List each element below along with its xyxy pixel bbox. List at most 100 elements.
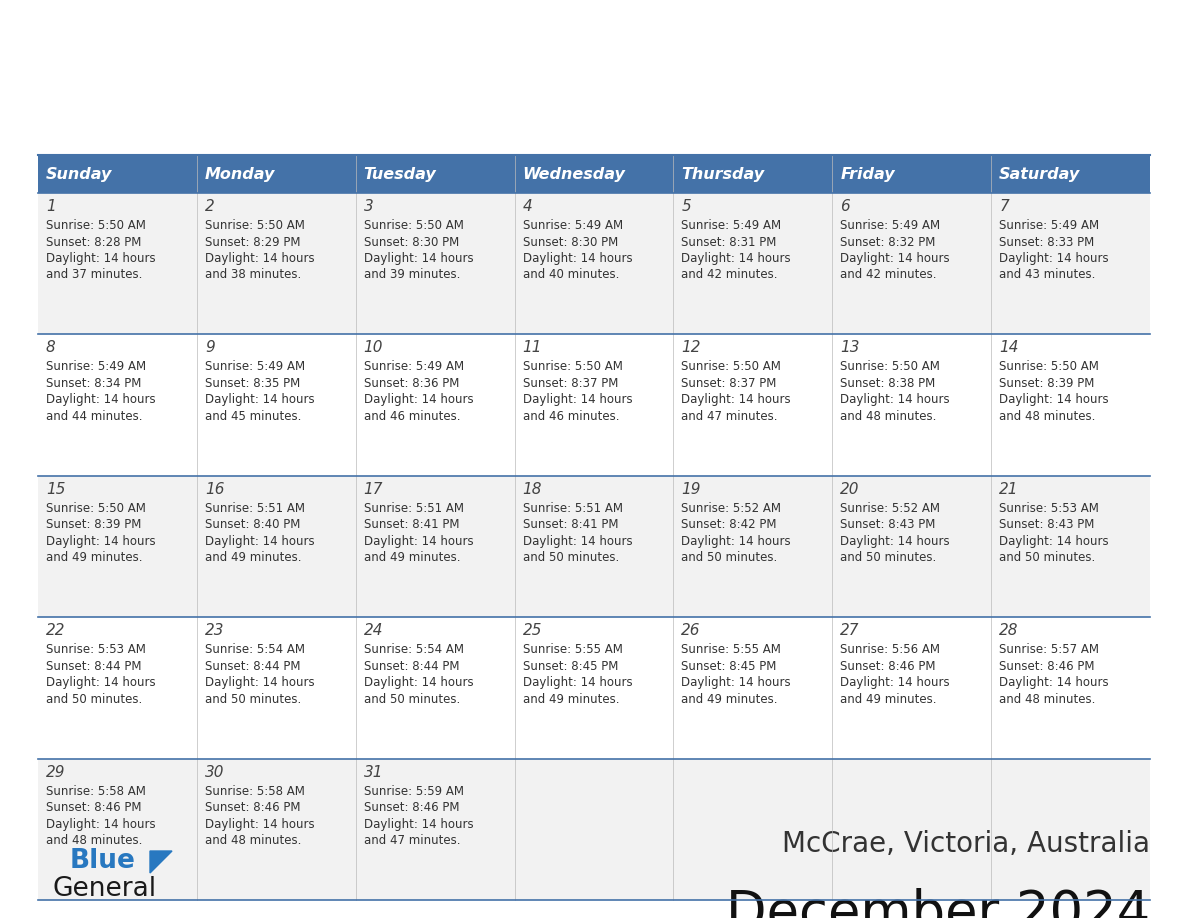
- Text: and 48 minutes.: and 48 minutes.: [999, 693, 1095, 706]
- Text: 6: 6: [840, 199, 851, 214]
- Text: Sunrise: 5:50 AM: Sunrise: 5:50 AM: [46, 502, 146, 515]
- Text: Blue: Blue: [70, 848, 135, 874]
- Text: 29: 29: [46, 765, 65, 779]
- Text: Sunset: 8:41 PM: Sunset: 8:41 PM: [523, 519, 618, 532]
- Text: Daylight: 14 hours: Daylight: 14 hours: [204, 818, 315, 831]
- Text: Sunset: 8:40 PM: Sunset: 8:40 PM: [204, 519, 301, 532]
- Text: Friday: Friday: [840, 166, 895, 182]
- Text: and 50 minutes.: and 50 minutes.: [999, 552, 1095, 565]
- Text: 3: 3: [364, 199, 373, 214]
- Text: Sunrise: 5:55 AM: Sunrise: 5:55 AM: [682, 644, 782, 656]
- Text: and 50 minutes.: and 50 minutes.: [682, 552, 778, 565]
- Text: 21: 21: [999, 482, 1018, 497]
- Bar: [197, 155, 355, 193]
- Text: Daylight: 14 hours: Daylight: 14 hours: [840, 394, 950, 407]
- Bar: [38, 334, 1150, 476]
- Bar: [38, 155, 197, 193]
- Text: Sunset: 8:32 PM: Sunset: 8:32 PM: [840, 236, 936, 249]
- Text: Sunrise: 5:49 AM: Sunrise: 5:49 AM: [999, 219, 1099, 232]
- Bar: [38, 476, 1150, 617]
- Text: Daylight: 14 hours: Daylight: 14 hours: [999, 252, 1108, 265]
- Text: Daylight: 14 hours: Daylight: 14 hours: [523, 535, 632, 548]
- Text: 4: 4: [523, 199, 532, 214]
- Text: McCrae, Victoria, Australia: McCrae, Victoria, Australia: [782, 830, 1150, 858]
- Text: Sunset: 8:42 PM: Sunset: 8:42 PM: [682, 519, 777, 532]
- Text: Sunday: Sunday: [46, 166, 113, 182]
- Text: Daylight: 14 hours: Daylight: 14 hours: [840, 252, 950, 265]
- Text: Wednesday: Wednesday: [523, 166, 625, 182]
- Text: Daylight: 14 hours: Daylight: 14 hours: [364, 252, 473, 265]
- Text: 26: 26: [682, 623, 701, 638]
- Text: and 49 minutes.: and 49 minutes.: [364, 552, 460, 565]
- Text: Daylight: 14 hours: Daylight: 14 hours: [999, 394, 1108, 407]
- Text: Sunrise: 5:51 AM: Sunrise: 5:51 AM: [364, 502, 463, 515]
- Text: Sunset: 8:30 PM: Sunset: 8:30 PM: [523, 236, 618, 249]
- Text: and 48 minutes.: and 48 minutes.: [46, 834, 143, 847]
- Text: Sunrise: 5:54 AM: Sunrise: 5:54 AM: [204, 644, 305, 656]
- Text: Sunrise: 5:54 AM: Sunrise: 5:54 AM: [364, 644, 463, 656]
- Text: Sunset: 8:29 PM: Sunset: 8:29 PM: [204, 236, 301, 249]
- Text: Daylight: 14 hours: Daylight: 14 hours: [204, 252, 315, 265]
- Text: Sunset: 8:30 PM: Sunset: 8:30 PM: [364, 236, 459, 249]
- Text: 27: 27: [840, 623, 860, 638]
- Text: and 48 minutes.: and 48 minutes.: [999, 410, 1095, 423]
- Text: Daylight: 14 hours: Daylight: 14 hours: [682, 677, 791, 689]
- Text: Sunrise: 5:50 AM: Sunrise: 5:50 AM: [999, 361, 1099, 374]
- Text: and 49 minutes.: and 49 minutes.: [682, 693, 778, 706]
- Text: Daylight: 14 hours: Daylight: 14 hours: [204, 535, 315, 548]
- Text: Sunrise: 5:49 AM: Sunrise: 5:49 AM: [523, 219, 623, 232]
- Text: Daylight: 14 hours: Daylight: 14 hours: [204, 677, 315, 689]
- Text: Sunrise: 5:49 AM: Sunrise: 5:49 AM: [46, 361, 146, 374]
- Text: 8: 8: [46, 341, 56, 355]
- Bar: [355, 155, 514, 193]
- Text: and 49 minutes.: and 49 minutes.: [840, 693, 937, 706]
- Text: Sunrise: 5:53 AM: Sunrise: 5:53 AM: [999, 502, 1099, 515]
- Text: Sunset: 8:45 PM: Sunset: 8:45 PM: [682, 660, 777, 673]
- Text: Sunset: 8:43 PM: Sunset: 8:43 PM: [999, 519, 1094, 532]
- Text: Sunrise: 5:55 AM: Sunrise: 5:55 AM: [523, 644, 623, 656]
- Text: 13: 13: [840, 341, 860, 355]
- Text: 19: 19: [682, 482, 701, 497]
- Text: Daylight: 14 hours: Daylight: 14 hours: [840, 535, 950, 548]
- Text: Sunset: 8:46 PM: Sunset: 8:46 PM: [999, 660, 1094, 673]
- Text: Sunset: 8:46 PM: Sunset: 8:46 PM: [204, 801, 301, 814]
- Text: Daylight: 14 hours: Daylight: 14 hours: [364, 535, 473, 548]
- Text: Daylight: 14 hours: Daylight: 14 hours: [523, 252, 632, 265]
- Text: Sunset: 8:37 PM: Sunset: 8:37 PM: [523, 377, 618, 390]
- Text: Sunrise: 5:52 AM: Sunrise: 5:52 AM: [682, 502, 782, 515]
- Text: Daylight: 14 hours: Daylight: 14 hours: [46, 252, 156, 265]
- Text: Sunrise: 5:50 AM: Sunrise: 5:50 AM: [204, 219, 305, 232]
- Text: and 50 minutes.: and 50 minutes.: [46, 693, 143, 706]
- Text: and 50 minutes.: and 50 minutes.: [840, 552, 936, 565]
- Polygon shape: [150, 851, 172, 873]
- Text: 11: 11: [523, 341, 542, 355]
- Bar: [38, 758, 1150, 900]
- Text: 24: 24: [364, 623, 384, 638]
- Text: Sunset: 8:46 PM: Sunset: 8:46 PM: [46, 801, 141, 814]
- Text: and 49 minutes.: and 49 minutes.: [46, 552, 143, 565]
- Text: Saturday: Saturday: [999, 166, 1080, 182]
- Text: Thursday: Thursday: [682, 166, 765, 182]
- Text: and 50 minutes.: and 50 minutes.: [364, 693, 460, 706]
- Text: 2: 2: [204, 199, 215, 214]
- Text: Daylight: 14 hours: Daylight: 14 hours: [999, 677, 1108, 689]
- Bar: [991, 155, 1150, 193]
- Text: and 39 minutes.: and 39 minutes.: [364, 268, 460, 282]
- Text: 12: 12: [682, 341, 701, 355]
- Text: 20: 20: [840, 482, 860, 497]
- Text: Sunrise: 5:57 AM: Sunrise: 5:57 AM: [999, 644, 1099, 656]
- Text: Daylight: 14 hours: Daylight: 14 hours: [523, 677, 632, 689]
- Text: Daylight: 14 hours: Daylight: 14 hours: [364, 677, 473, 689]
- Text: 17: 17: [364, 482, 384, 497]
- Text: Sunrise: 5:58 AM: Sunrise: 5:58 AM: [204, 785, 305, 798]
- Text: Tuesday: Tuesday: [364, 166, 436, 182]
- Text: Sunrise: 5:50 AM: Sunrise: 5:50 AM: [682, 361, 782, 374]
- Text: Sunrise: 5:52 AM: Sunrise: 5:52 AM: [840, 502, 940, 515]
- Text: Sunrise: 5:53 AM: Sunrise: 5:53 AM: [46, 644, 146, 656]
- Bar: [674, 155, 833, 193]
- Text: and 37 minutes.: and 37 minutes.: [46, 268, 143, 282]
- Text: and 50 minutes.: and 50 minutes.: [523, 552, 619, 565]
- Text: Sunset: 8:44 PM: Sunset: 8:44 PM: [204, 660, 301, 673]
- Text: Sunset: 8:44 PM: Sunset: 8:44 PM: [46, 660, 141, 673]
- Text: and 46 minutes.: and 46 minutes.: [364, 410, 460, 423]
